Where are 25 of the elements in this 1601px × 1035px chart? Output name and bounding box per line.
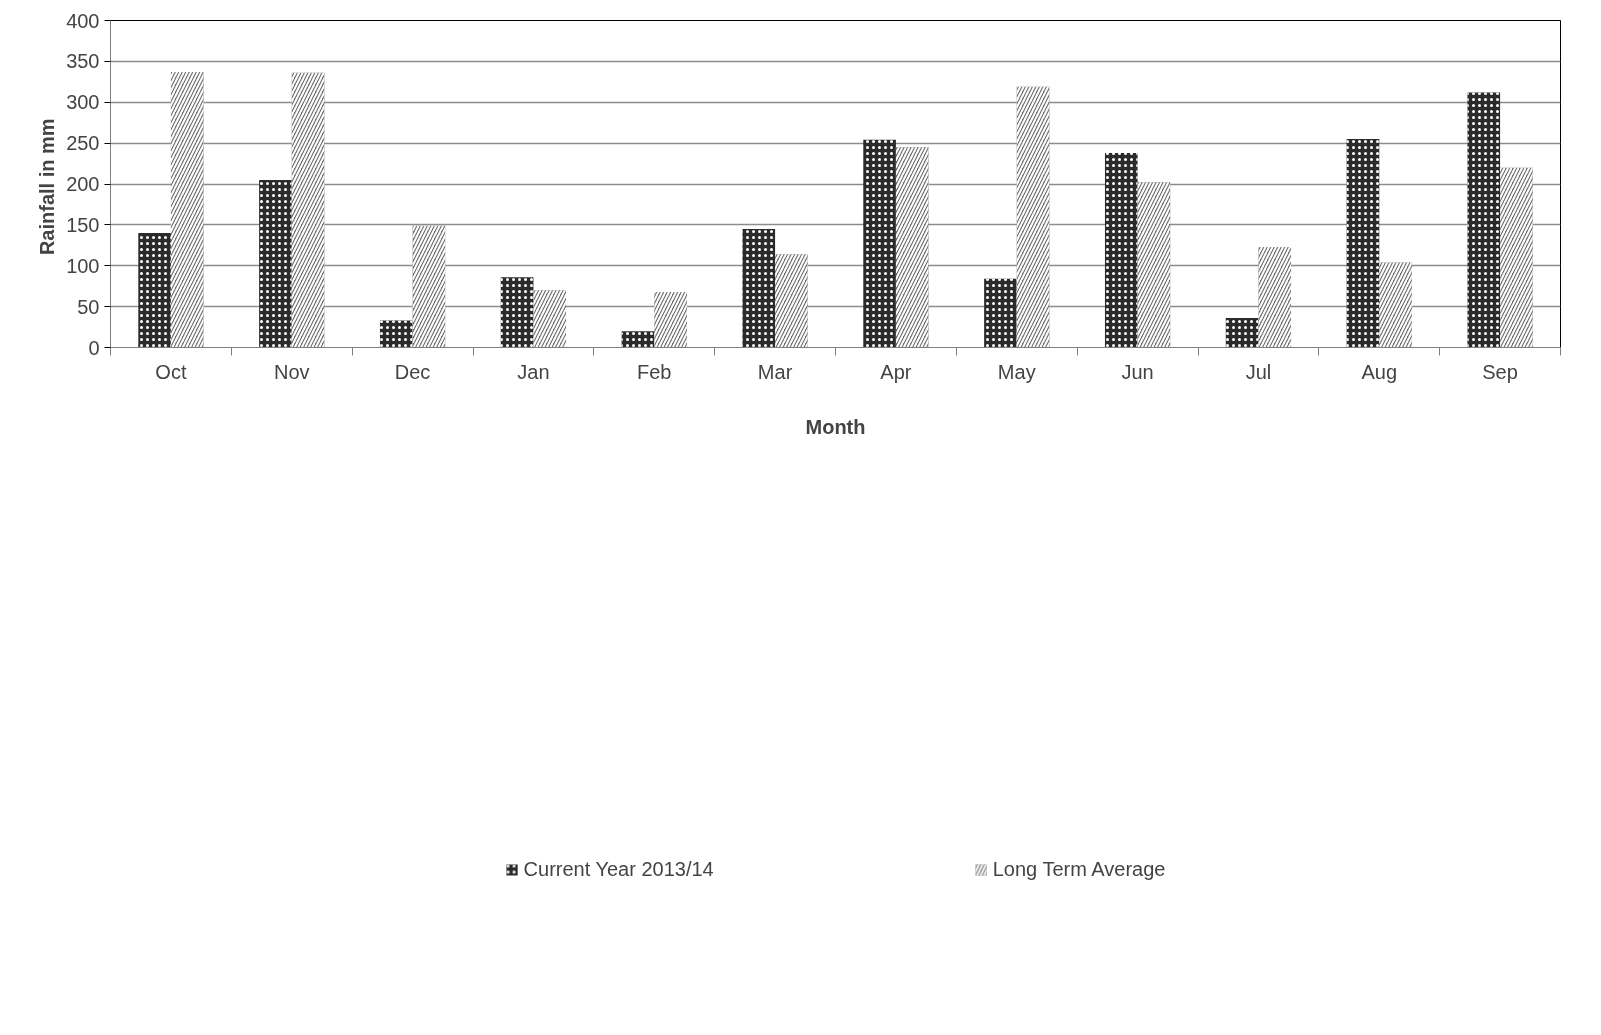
x-tick-label: Nov xyxy=(273,360,310,383)
y-tick-label: 0 xyxy=(88,336,100,359)
y-tick-label: 300 xyxy=(66,91,100,114)
x-tick-label: Jun xyxy=(1121,360,1154,383)
x-tick-label: Apr xyxy=(880,360,912,383)
y-tick-label: 50 xyxy=(77,295,100,318)
x-tick-label: Mar xyxy=(757,360,793,383)
x-tick-label: Aug xyxy=(1361,360,1398,383)
y-tick-label: 350 xyxy=(66,50,100,73)
x-tick-label: Jan xyxy=(517,360,550,383)
x-tick-label: Jul xyxy=(1245,360,1272,383)
x-tick-label: May xyxy=(997,360,1036,383)
y-tick-label: 400 xyxy=(66,9,100,32)
y-tick-label: 150 xyxy=(66,213,100,236)
y-tick-label: 250 xyxy=(66,132,100,155)
x-tick-label: Sep xyxy=(1482,360,1518,383)
legend-label: Long Term Average xyxy=(992,857,1166,881)
x-tick-label: Oct xyxy=(155,360,187,383)
y-tick-label: 200 xyxy=(66,173,100,195)
x-axis-title: Month xyxy=(805,415,866,438)
y-tick-label: 100 xyxy=(66,254,100,277)
legend-label: Current Year 2013/14 xyxy=(523,857,714,881)
x-tick-label: Dec xyxy=(394,360,431,383)
y-axis-title: Rainfall in mm xyxy=(36,118,59,256)
x-tick-label: Feb xyxy=(637,360,672,383)
